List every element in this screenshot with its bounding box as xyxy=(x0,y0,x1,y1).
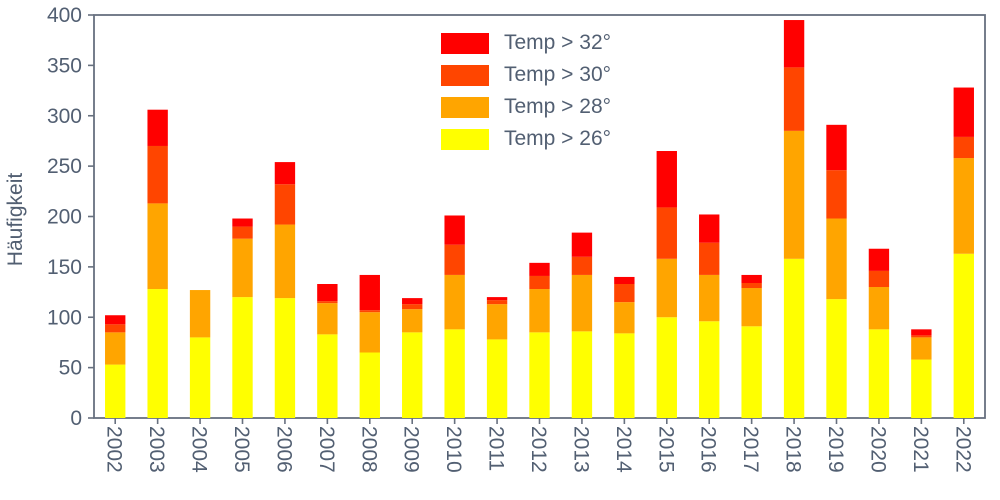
svg-text:2014: 2014 xyxy=(612,426,635,473)
svg-text:Temp > 30°: Temp > 30° xyxy=(504,63,611,86)
svg-text:2009: 2009 xyxy=(400,426,423,473)
svg-text:50: 50 xyxy=(59,357,82,380)
svg-text:Temp > 28°: Temp > 28° xyxy=(504,95,611,118)
svg-text:2012: 2012 xyxy=(527,426,550,473)
svg-text:Temp > 32°: Temp > 32° xyxy=(504,31,611,54)
svg-text:200: 200 xyxy=(47,206,82,229)
svg-text:2018: 2018 xyxy=(782,426,805,473)
svg-text:150: 150 xyxy=(47,256,82,279)
svg-text:2020: 2020 xyxy=(866,426,889,473)
svg-text:2022: 2022 xyxy=(951,426,974,473)
svg-text:2008: 2008 xyxy=(357,426,380,473)
svg-text:300: 300 xyxy=(47,105,82,128)
svg-text:2015: 2015 xyxy=(654,426,677,473)
svg-text:2004: 2004 xyxy=(188,426,211,473)
svg-text:350: 350 xyxy=(47,54,82,77)
svg-text:2011: 2011 xyxy=(485,426,508,471)
svg-text:Häufigkeit: Häufigkeit xyxy=(4,173,27,267)
svg-text:2005: 2005 xyxy=(230,426,253,473)
svg-text:400: 400 xyxy=(47,4,82,27)
svg-text:Temp > 26°: Temp > 26° xyxy=(504,127,611,150)
svg-text:2010: 2010 xyxy=(442,426,465,473)
svg-text:2021: 2021 xyxy=(909,426,932,473)
svg-text:2006: 2006 xyxy=(272,426,295,473)
svg-text:2019: 2019 xyxy=(824,426,847,473)
svg-text:2017: 2017 xyxy=(739,426,762,473)
svg-text:0: 0 xyxy=(70,407,82,430)
svg-text:2003: 2003 xyxy=(145,426,168,473)
svg-text:2002: 2002 xyxy=(103,426,126,473)
svg-text:2007: 2007 xyxy=(315,426,338,473)
svg-text:250: 250 xyxy=(47,155,82,178)
svg-text:2013: 2013 xyxy=(569,426,592,473)
svg-text:100: 100 xyxy=(47,306,82,329)
svg-text:2016: 2016 xyxy=(697,426,720,473)
